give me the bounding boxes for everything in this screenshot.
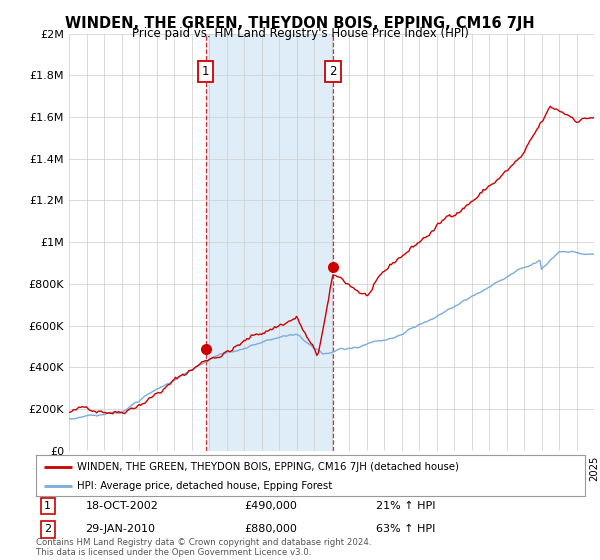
Text: Contains HM Land Registry data © Crown copyright and database right 2024.
This d: Contains HM Land Registry data © Crown c… [36, 538, 371, 557]
Bar [205, 34, 333, 451]
Text: 21% ↑ HPI: 21% ↑ HPI [376, 501, 436, 511]
Text: 1: 1 [44, 501, 51, 511]
Text: £880,000: £880,000 [245, 525, 298, 534]
Text: Price paid vs. HM Land Registry's House Price Index (HPI): Price paid vs. HM Land Registry's House … [131, 27, 469, 40]
Text: HPI: Average price, detached house, Epping Forest: HPI: Average price, detached house, Eppi… [77, 480, 332, 491]
Text: 29-JAN-2010: 29-JAN-2010 [85, 525, 155, 534]
Text: WINDEN, THE GREEN, THEYDON BOIS, EPPING, CM16 7JH: WINDEN, THE GREEN, THEYDON BOIS, EPPING,… [65, 16, 535, 31]
Text: £490,000: £490,000 [245, 501, 298, 511]
Text: 18-OCT-2002: 18-OCT-2002 [85, 501, 158, 511]
Text: WINDEN, THE GREEN, THEYDON BOIS, EPPING, CM16 7JH (detached house): WINDEN, THE GREEN, THEYDON BOIS, EPPING,… [77, 461, 459, 472]
Text: 2: 2 [329, 64, 337, 78]
Text: 63% ↑ HPI: 63% ↑ HPI [376, 525, 436, 534]
Text: 1: 1 [202, 64, 209, 78]
Text: 2: 2 [44, 525, 52, 534]
